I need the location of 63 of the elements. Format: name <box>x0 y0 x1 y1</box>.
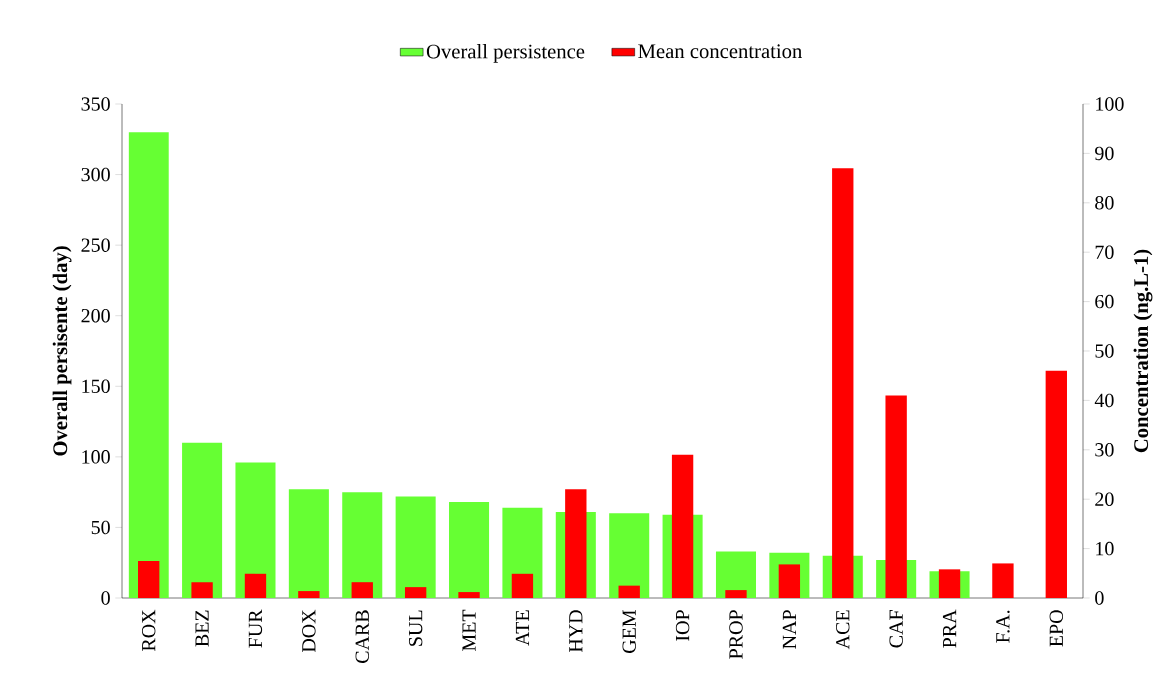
x-tick-label: PRA <box>942 609 957 648</box>
y2-tick-label: 0 <box>1095 591 1104 605</box>
x-tick-label: SUL <box>408 610 423 646</box>
x-tick-label: CARB <box>355 610 369 664</box>
x-tick-label: EPO <box>1049 610 1064 647</box>
y-tick-label: 0 <box>101 591 110 605</box>
bar <box>715 551 756 598</box>
legend-label: Mean concentration <box>638 44 802 59</box>
y2-tick-label: 100 <box>1096 97 1124 111</box>
legend-label: Overall persistence <box>426 43 585 63</box>
x-tick-label: F.A. <box>996 610 1010 643</box>
x-tick-label: CAF <box>889 610 903 648</box>
y-tick-label: 150 <box>82 379 110 394</box>
bar <box>244 573 267 598</box>
y2-tick-label: 90 <box>1095 146 1114 161</box>
bar <box>511 573 534 598</box>
x-tick-label: MET <box>462 609 476 652</box>
y2-tick-label: 10 <box>1096 541 1114 556</box>
bar <box>458 592 480 598</box>
bar <box>778 564 801 598</box>
y-axis-title: Overall persisente (day) <box>52 246 72 456</box>
x-tick-label: IOP <box>675 610 690 641</box>
bar <box>395 496 436 598</box>
x-tick-label: DOX <box>302 609 316 653</box>
bar <box>138 560 160 598</box>
y2-axis-title: Concentration (ng.L-1) <box>1133 249 1153 453</box>
y2-tick-label: 80 <box>1095 196 1114 210</box>
bar <box>235 462 276 598</box>
bar <box>288 489 329 598</box>
bar <box>128 132 169 598</box>
y-tick-label: 300 <box>81 167 110 182</box>
y-tick-label: 100 <box>82 450 110 464</box>
bar <box>404 587 427 598</box>
x-tick-label: HYD <box>569 610 583 653</box>
x-tick-label: FUR <box>248 609 263 648</box>
x-tick-label: GEM <box>622 609 636 654</box>
bar <box>351 582 373 598</box>
y-tick-label: 50 <box>91 520 110 535</box>
y2-tick-label: 50 <box>1095 344 1114 358</box>
x-tick-label: BEZ <box>195 610 209 647</box>
bar <box>298 591 320 598</box>
x-tick-label: ATE <box>515 610 530 646</box>
bar <box>342 492 383 598</box>
x-tick-label: NAP <box>782 610 796 649</box>
bar <box>992 563 1014 598</box>
y2-tick-label: 70 <box>1095 245 1114 259</box>
x-tick-label: ROX <box>141 609 156 652</box>
y2-tick-label: 20 <box>1095 492 1114 506</box>
y-tick-label: 250 <box>81 238 110 252</box>
bar <box>182 442 223 598</box>
x-tick-label: PROP <box>729 610 743 659</box>
y-tick-label: 350 <box>81 97 110 111</box>
bar <box>609 513 650 598</box>
y2-tick-label: 60 <box>1095 294 1114 309</box>
bar <box>449 502 490 598</box>
x-tick-label: ACE <box>836 610 850 650</box>
bar <box>618 585 640 598</box>
bar <box>1045 370 1067 598</box>
y2-tick-label: 30 <box>1095 443 1114 457</box>
y-tick-label: 200 <box>81 308 110 323</box>
y2-tick-label: 40 <box>1094 393 1114 408</box>
bar <box>191 582 213 598</box>
bar <box>725 590 747 598</box>
